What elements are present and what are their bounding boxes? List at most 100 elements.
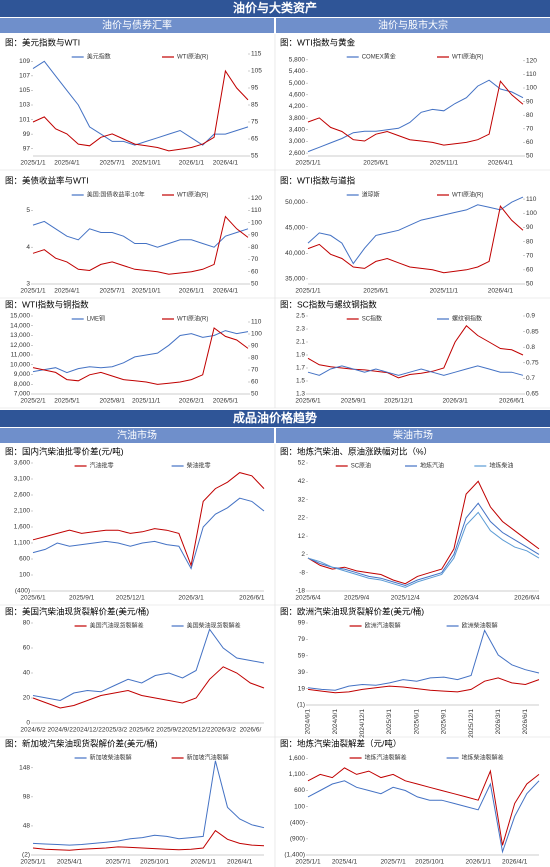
subheader-bar: [276, 18, 550, 33]
y2-tick-label: 0.8: [526, 344, 535, 351]
y-tick-label: (900): [290, 836, 305, 843]
y2-tick-label: 0.75: [526, 360, 539, 367]
x-tick-label: 2025/12/1: [468, 709, 475, 738]
x-tick-label: 2025/10/1: [415, 859, 444, 866]
legend-label: 地炼汽油: [420, 462, 444, 470]
legend-label: 柴油批零: [187, 462, 211, 470]
series-line: [307, 629, 540, 691]
chart-title: 图：美元指数与WTI: [5, 37, 80, 47]
x-tick-label: 2025/1/1: [295, 160, 321, 167]
legend-label: 美元指数: [87, 53, 111, 61]
y-tick-label: 35,000: [285, 276, 305, 283]
x-tick-label: 2025/7/1: [105, 859, 131, 866]
x-tick-label: 2025/7/1: [100, 288, 126, 295]
y-tick-label: 40: [23, 670, 31, 677]
y-tick-label: 19: [298, 685, 306, 692]
legend-label: WTI原油(R): [177, 315, 208, 323]
chart-title: 图：欧洲汽柴油现货裂解价差(美元/桶): [280, 606, 424, 616]
y-tick-label: 105: [19, 87, 30, 94]
y2-tick-label: 85: [251, 102, 259, 109]
x-tick-label: 2025/12/4: [391, 595, 420, 602]
x-tick-label: 2026/3/1: [178, 595, 204, 602]
y2-tick-label: 70: [251, 256, 259, 263]
x-tick-label: 2026/3/4: [453, 595, 479, 602]
series-line: [32, 666, 265, 709]
y2-tick-label: 90: [251, 232, 259, 239]
legend-label: 地炼柴油: [489, 462, 513, 470]
series-line: [32, 472, 265, 568]
y2-tick-label: 60: [251, 268, 259, 275]
y-tick-label: 39: [298, 669, 306, 676]
legend-label: WTI原油(R): [452, 53, 483, 61]
x-tick-label: 2026/3/2: [211, 727, 237, 734]
y-tick-label: 1,600: [289, 755, 306, 762]
chart-title: 图：美债收益率与WTI: [5, 175, 89, 185]
x-tick-label: 2024/6/2: [20, 727, 46, 734]
y-tick-label: 2,600: [14, 492, 31, 499]
series-line: [32, 330, 249, 374]
y2-tick-label: 90: [251, 343, 259, 350]
y-tick-label: 59: [298, 653, 306, 660]
y-tick-label: 3,100: [14, 476, 31, 483]
y2-tick-label: 100: [251, 331, 262, 338]
y2-tick-label: 120: [526, 58, 537, 65]
y-tick-label: 3,000: [289, 138, 306, 145]
x-tick-label: 2025/8/1: [100, 398, 126, 405]
series-line: [307, 365, 524, 376]
y-tick-label: 99: [298, 620, 306, 627]
subheader-left: 油价与债券汇率: [102, 19, 172, 32]
x-tick-label: 2025/10/1: [132, 288, 161, 295]
y-tick-label: -18: [296, 588, 306, 595]
x-tick-label: 2024/12/2: [73, 727, 102, 734]
series-line: [32, 215, 249, 275]
y-tick-label: 32: [298, 496, 306, 503]
y2-tick-label: 100: [526, 85, 537, 92]
y2-tick-label: 110: [526, 71, 537, 78]
y-tick-label: 103: [19, 102, 30, 109]
y2-tick-label: 110: [251, 319, 262, 326]
x-tick-label: 2025/12/1: [384, 398, 413, 405]
y2-tick-label: 0.85: [526, 328, 539, 335]
y-tick-label: 100: [19, 572, 30, 579]
y-tick-label: 1.7: [296, 365, 305, 372]
x-tick-label: 2024/6/1: [305, 709, 312, 735]
legend-label: 新加坡柴油裂解: [90, 754, 132, 762]
subheader-left: 汽油市场: [117, 429, 157, 442]
x-tick-label: 2025/9/1: [441, 709, 448, 735]
x-tick-label: 2025/9/2: [156, 727, 182, 734]
series-line: [307, 80, 524, 146]
x-tick-label: 2026/1/1: [466, 859, 492, 866]
x-tick-label: 2025/3/1: [386, 709, 393, 735]
y-tick-label: 2,600: [289, 150, 306, 157]
y2-tick-label: 0.65: [526, 391, 539, 398]
y2-tick-label: 50: [526, 281, 534, 288]
chart-title: 图：新加坡汽柴油现货裂解价差(美元/桶): [5, 738, 158, 748]
y-tick-label: 1.3: [296, 391, 305, 398]
x-tick-label: 2025/6/1: [413, 709, 420, 735]
y-tick-label: 15,000: [10, 313, 30, 320]
x-tick-label: 2025/9/1: [341, 398, 367, 405]
y2-tick-label: 110: [251, 207, 262, 214]
legend-label: 欧洲柴油裂解: [462, 622, 498, 630]
legend-label: 螺纹钢指数: [452, 315, 482, 323]
series-line: [32, 69, 249, 152]
series-line: [32, 497, 265, 570]
legend-label: WTI原油(R): [177, 53, 208, 61]
x-tick-label: 2025/1/1: [295, 288, 321, 295]
y-tick-label: 45,000: [285, 224, 305, 231]
x-tick-label: 2025/6/1: [20, 595, 46, 602]
x-tick-label: 2025/7/1: [100, 160, 126, 167]
legend-label: SC指数: [362, 315, 382, 323]
y2-tick-label: 120: [251, 195, 262, 202]
y-tick-label: 22: [298, 515, 306, 522]
subheader-bar: [0, 18, 274, 33]
y-tick-label: 100: [294, 803, 305, 810]
x-tick-label: 2025/3/2: [102, 727, 128, 734]
legend-label: 美国:国债收益率:10年: [87, 191, 145, 199]
x-tick-label: 2025/9/4: [344, 595, 370, 602]
subheader-bar: [0, 428, 274, 443]
x-tick-label: 2025/1/1: [20, 859, 46, 866]
x-tick-label: 2025/6/1: [295, 398, 321, 405]
y-tick-label: 4,200: [289, 103, 306, 110]
x-tick-label: 2025/7/1: [380, 859, 406, 866]
